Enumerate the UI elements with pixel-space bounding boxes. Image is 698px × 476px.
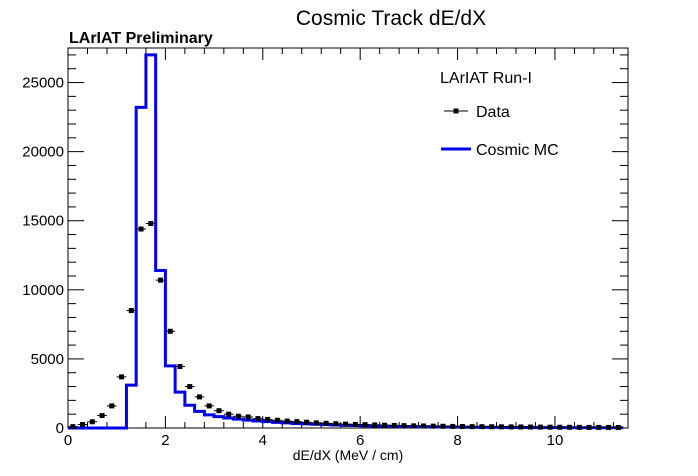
data-point: [226, 411, 232, 417]
y-tick-label: 0: [56, 420, 64, 437]
series-data-points: [68, 220, 624, 430]
series-cosmic-mc-histogram: [68, 53, 624, 430]
data-point: [440, 423, 446, 429]
data-point: [459, 423, 465, 429]
y-tick-label: 25000: [22, 75, 64, 92]
data-point: [109, 403, 115, 409]
data-point: [528, 424, 534, 430]
data-point: [508, 424, 514, 430]
data-point: [284, 418, 290, 424]
data-point: [382, 422, 388, 428]
data-point: [255, 416, 261, 422]
x-tick-label: 4: [259, 432, 267, 449]
data-point: [352, 421, 358, 427]
x-tick-label: 2: [161, 432, 169, 449]
x-axis-label: dE/dX (MeV / cm): [293, 447, 403, 463]
data-point: [362, 422, 368, 428]
data-point: [99, 413, 105, 419]
data-point: [206, 403, 212, 409]
data-point: [274, 417, 280, 423]
legend-data-label: Data: [476, 104, 510, 121]
data-point: [128, 308, 134, 314]
y-tick-label: 15000: [22, 213, 64, 230]
legend: LArIAT Run-I Data Cosmic MC: [440, 70, 559, 159]
data-point: [401, 423, 407, 429]
x-tick-label: 6: [356, 432, 364, 449]
data-point: [119, 374, 125, 380]
legend-entry-mc: Cosmic MC: [441, 142, 559, 159]
data-point: [216, 408, 222, 414]
data-point: [80, 422, 86, 428]
data-point: [372, 422, 378, 428]
data-point: [469, 424, 475, 430]
x-tick-label: 8: [453, 432, 461, 449]
chart-title: Cosmic Track dE/dX: [296, 7, 486, 30]
data-point: [450, 423, 456, 429]
data-point: [323, 420, 329, 426]
data-point: [567, 424, 573, 430]
data-point: [518, 424, 524, 430]
data-point: [479, 424, 485, 430]
chart-subtitle: LArIAT Preliminary: [69, 30, 213, 47]
data-point: [265, 416, 271, 422]
data-point: [557, 424, 563, 430]
y-tick-label: 20000: [22, 144, 64, 161]
data-point: [187, 384, 193, 390]
data-point: [343, 421, 349, 427]
data-point: [148, 220, 154, 226]
data-point: [489, 424, 495, 430]
y-tick-label: 10000: [22, 282, 64, 299]
legend-entry-data: Data: [444, 104, 510, 121]
data-point: [158, 277, 164, 283]
data-point: [537, 424, 543, 430]
plot-area: 0 2 4 6 8 10 0 5000 10000 15000 20000 25000: [22, 47, 629, 449]
data-point: [138, 226, 144, 232]
data-point: [411, 423, 417, 429]
data-point: [498, 424, 504, 430]
data-point: [391, 422, 397, 428]
legend-mc-label: Cosmic MC: [476, 142, 559, 159]
data-point: [547, 424, 553, 430]
data-point: [245, 414, 251, 420]
data-point: [606, 424, 612, 430]
data-point: [586, 424, 592, 430]
data-point: [177, 364, 183, 370]
data-point: [615, 424, 621, 430]
legend-data-marker: [453, 108, 459, 114]
data-point: [576, 424, 582, 430]
x-tick-label: 10: [547, 432, 564, 449]
data-point: [294, 419, 300, 425]
data-point: [304, 419, 310, 425]
data-point: [596, 424, 602, 430]
data-point: [313, 420, 319, 426]
data-point: [70, 424, 76, 430]
legend-header: LArIAT Run-I: [440, 70, 532, 87]
data-point: [420, 423, 426, 429]
plot-frame: [67, 47, 629, 429]
data-point: [196, 394, 202, 400]
y-tick-label: 5000: [31, 351, 64, 368]
data-point: [89, 419, 95, 425]
data-point: [333, 421, 339, 427]
data-point: [167, 328, 173, 334]
data-point: [430, 423, 436, 429]
data-point: [235, 413, 241, 419]
x-tick-label: 0: [64, 432, 72, 449]
